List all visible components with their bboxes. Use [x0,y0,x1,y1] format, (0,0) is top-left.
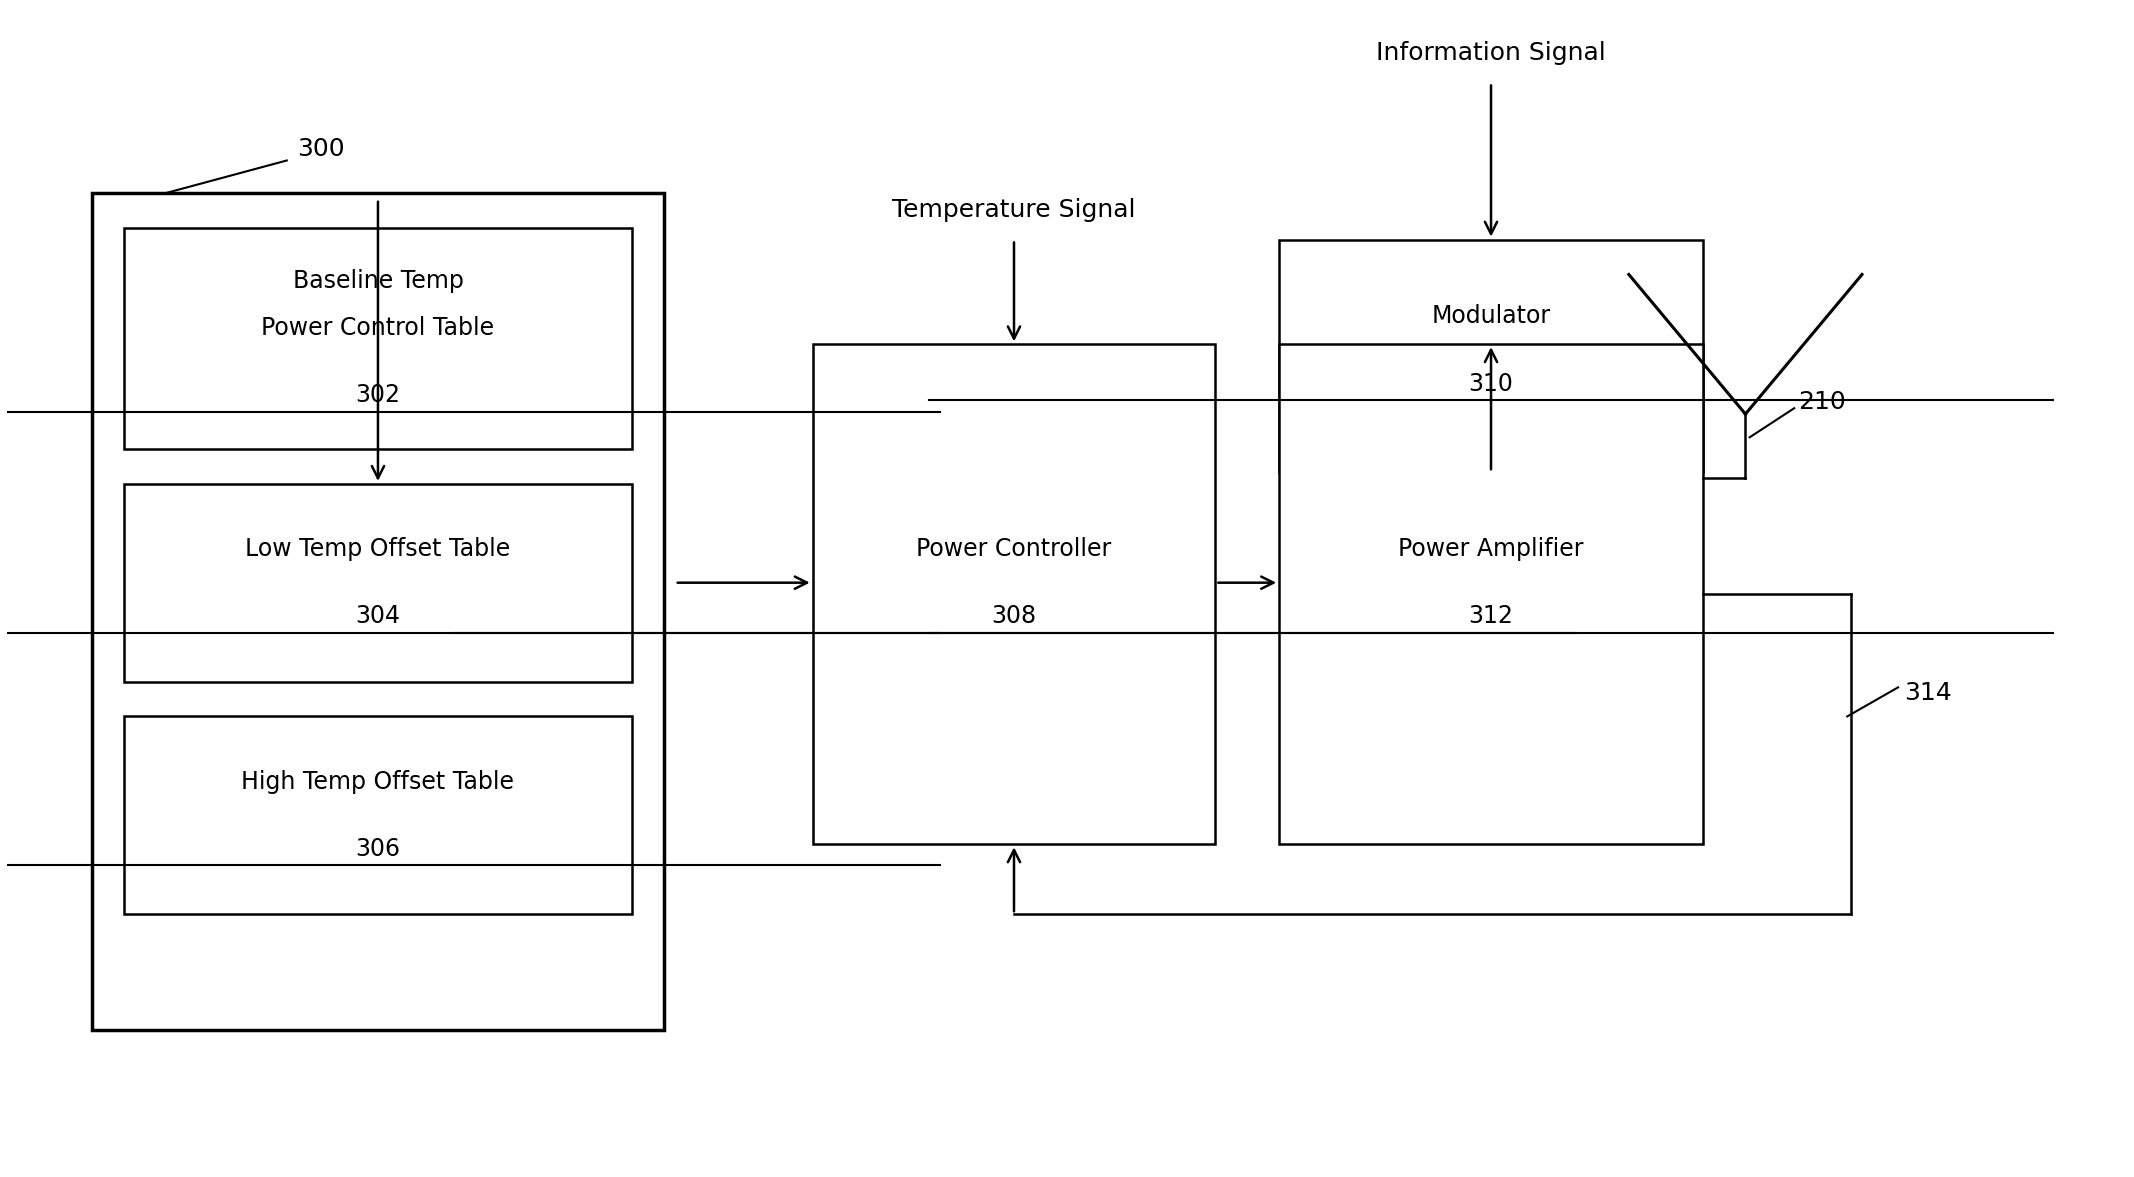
Text: Low Temp Offset Table: Low Temp Offset Table [245,537,510,561]
Text: Information Signal: Information Signal [1376,41,1607,66]
Text: 308: 308 [992,605,1037,629]
Text: 314: 314 [1904,681,1953,705]
Bar [1278,344,1703,844]
Text: 312: 312 [1468,605,1513,629]
Text: High Temp Offset Table: High Temp Offset Table [241,770,514,793]
Bar [124,717,632,915]
Text: 300: 300 [297,137,344,161]
Text: Temperature Signal: Temperature Signal [892,199,1135,222]
Bar [124,484,632,681]
Text: 210: 210 [1799,391,1846,414]
Bar [92,193,664,1031]
Text: 302: 302 [356,384,401,407]
Text: Modulator: Modulator [1432,305,1551,328]
Text: 306: 306 [356,837,401,862]
Text: Baseline Temp: Baseline Temp [292,270,463,293]
Text: 310: 310 [1468,372,1513,395]
Text: Power Amplifier: Power Amplifier [1398,537,1583,561]
Text: Power Control Table: Power Control Table [260,315,495,340]
Bar [1278,240,1703,472]
Text: Power Controller: Power Controller [915,537,1112,561]
Bar [124,228,632,448]
Bar [813,344,1216,844]
Text: 304: 304 [356,605,401,629]
